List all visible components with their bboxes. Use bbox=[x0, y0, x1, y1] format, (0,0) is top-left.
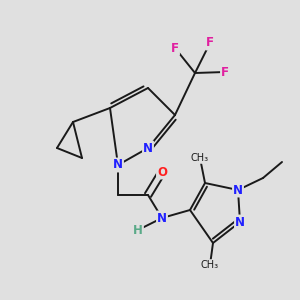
Text: F: F bbox=[221, 65, 229, 79]
Text: N: N bbox=[157, 212, 167, 224]
Text: F: F bbox=[171, 41, 179, 55]
Text: O: O bbox=[157, 166, 167, 178]
Text: CH₃: CH₃ bbox=[201, 260, 219, 270]
Text: H: H bbox=[133, 224, 143, 236]
Text: N: N bbox=[113, 158, 123, 172]
Text: CH₃: CH₃ bbox=[191, 153, 209, 163]
Text: N: N bbox=[233, 184, 243, 196]
Text: F: F bbox=[206, 37, 214, 50]
Text: N: N bbox=[143, 142, 153, 154]
Text: N: N bbox=[235, 215, 245, 229]
